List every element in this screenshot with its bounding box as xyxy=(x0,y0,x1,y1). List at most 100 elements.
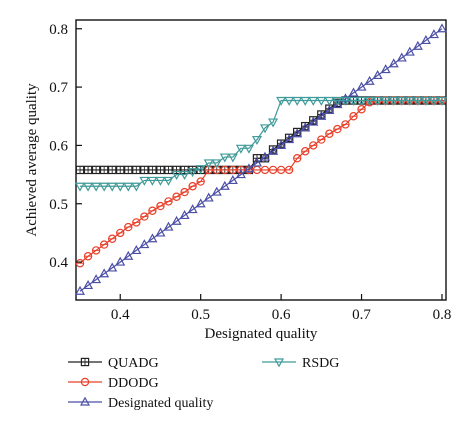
data-point xyxy=(324,96,335,106)
y-tick-label: 0.6 xyxy=(49,138,68,154)
legend-label: RSDG xyxy=(302,356,339,371)
data-point xyxy=(220,165,230,175)
data-point xyxy=(99,240,109,249)
data-point xyxy=(251,157,262,167)
data-point xyxy=(324,104,335,115)
series-rsdg xyxy=(75,96,447,192)
data-point xyxy=(235,144,246,154)
data-point xyxy=(332,99,343,109)
data-point xyxy=(349,112,358,121)
data-point xyxy=(412,96,423,106)
data-point xyxy=(107,234,117,243)
data-point xyxy=(139,176,150,186)
data-point xyxy=(83,279,94,290)
data-point xyxy=(308,96,319,106)
data-point xyxy=(219,180,230,190)
data-point xyxy=(260,165,270,175)
data-point xyxy=(123,182,134,192)
data-point xyxy=(317,135,326,144)
data-point xyxy=(348,87,359,97)
data-point xyxy=(75,285,86,295)
data-point xyxy=(115,256,126,266)
data-point xyxy=(148,206,157,215)
data-point xyxy=(292,96,303,106)
data-point xyxy=(309,141,318,150)
data-point xyxy=(164,165,173,175)
data-point xyxy=(276,165,286,175)
data-point xyxy=(228,165,238,175)
legend-marker xyxy=(79,396,91,406)
series-designated-quality xyxy=(75,23,447,295)
data-point xyxy=(268,118,279,128)
data-point xyxy=(420,96,431,106)
data-point xyxy=(404,96,415,106)
data-point xyxy=(211,159,222,169)
data-point xyxy=(131,182,142,192)
x-tick-label: 0.7 xyxy=(352,307,371,323)
data-point xyxy=(284,165,294,175)
data-point xyxy=(428,29,439,39)
data-point xyxy=(132,165,141,175)
data-point xyxy=(164,197,173,206)
data-point xyxy=(139,239,150,249)
data-point xyxy=(243,144,254,154)
data-point xyxy=(380,64,391,74)
data-point xyxy=(83,182,94,192)
data-point xyxy=(171,170,182,181)
data-point xyxy=(124,222,133,232)
x-axis-title: Designated quality xyxy=(205,326,318,342)
data-point xyxy=(388,96,399,106)
data-point xyxy=(292,154,302,163)
data-point xyxy=(75,165,85,175)
data-point xyxy=(140,165,149,175)
data-point xyxy=(276,139,287,150)
axis-layer: 0.4 0.5 0.6 0.7 0.8 0.4 0.5 0.6 0.7 0.8 xyxy=(49,22,451,323)
data-point xyxy=(195,198,206,208)
data-point xyxy=(341,120,350,129)
legend-label: Designated quality xyxy=(108,396,213,411)
series-layer xyxy=(75,23,447,295)
data-point xyxy=(292,128,303,138)
data-point xyxy=(107,165,117,175)
data-point xyxy=(428,96,439,106)
data-point xyxy=(380,96,391,106)
data-point xyxy=(195,165,206,175)
data-point xyxy=(404,46,415,56)
data-point xyxy=(180,165,189,175)
data-point xyxy=(308,116,319,126)
legend-marker xyxy=(80,357,90,367)
data-point xyxy=(227,174,238,185)
data-point xyxy=(163,176,174,186)
legend-marker xyxy=(80,377,90,387)
data-point xyxy=(372,96,383,106)
data-point xyxy=(340,93,351,103)
legend-item-quadg: QUADG xyxy=(68,356,159,371)
data-point xyxy=(300,96,311,106)
data-point xyxy=(235,169,246,179)
data-point xyxy=(196,177,205,186)
data-point xyxy=(83,165,93,175)
data-point xyxy=(284,96,295,106)
data-point xyxy=(268,165,278,175)
data-point xyxy=(155,176,166,186)
data-point xyxy=(75,182,86,192)
data-point xyxy=(180,187,189,197)
data-point xyxy=(211,186,222,196)
data-point xyxy=(301,147,310,156)
data-point xyxy=(340,96,351,106)
data-point xyxy=(179,209,190,220)
data-point xyxy=(300,122,311,132)
x-tick-label: 0.6 xyxy=(272,307,291,323)
data-point xyxy=(316,96,327,106)
legend: QUADG DDODG Designated quality RSDG xyxy=(68,356,339,411)
legend-item-rsdg: RSDG xyxy=(262,356,339,371)
data-point xyxy=(148,165,157,175)
data-point xyxy=(364,96,375,106)
data-point xyxy=(260,151,271,161)
y-tick-label: 0.8 xyxy=(49,22,68,38)
data-point xyxy=(188,182,197,191)
data-point xyxy=(147,176,158,186)
data-point xyxy=(91,165,101,175)
data-point xyxy=(147,233,158,243)
data-point xyxy=(396,52,407,62)
